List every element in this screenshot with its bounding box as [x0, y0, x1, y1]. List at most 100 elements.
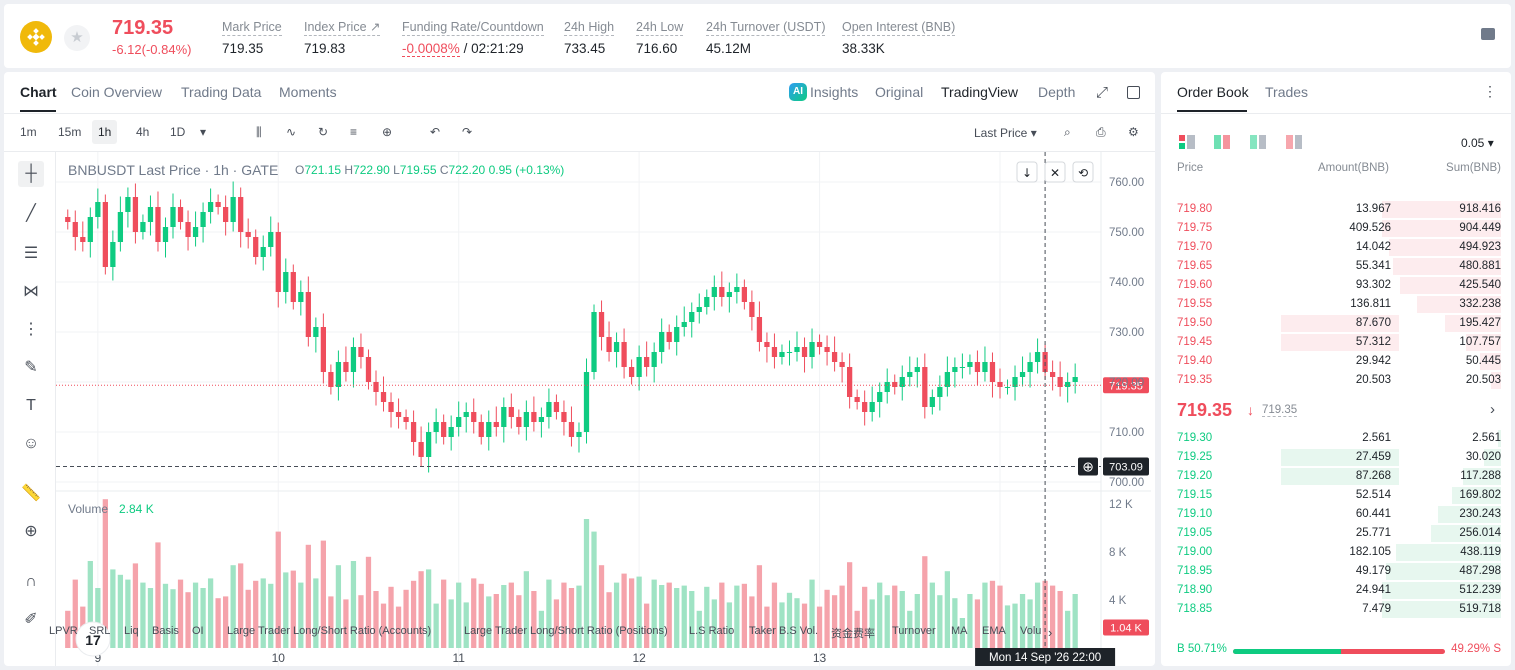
layout-asks-icon[interactable]	[1286, 135, 1302, 149]
add-alert-icon[interactable]: ⊕	[382, 125, 393, 139]
tab-tradingview[interactable]: TradingView	[941, 84, 1019, 100]
volume-bar	[185, 592, 191, 648]
fib-icon[interactable]: ⋮	[23, 321, 39, 338]
candle-body	[711, 287, 717, 297]
magnet-icon[interactable]: ∩	[25, 573, 37, 590]
scroll-right-icon[interactable]: ›	[1048, 625, 1053, 640]
order-row[interactable]: 719.50 87.670 195.427	[1161, 314, 1511, 333]
stat-index-price[interactable]: Index Price ↗ 719.83	[304, 18, 381, 56]
brush-icon[interactable]: ✎	[24, 359, 38, 376]
tab-depth[interactable]: Depth	[1038, 84, 1076, 100]
text-icon[interactable]: T	[26, 397, 36, 414]
volume-bar	[463, 602, 469, 648]
indicator-turnover[interactable]: Turnover	[892, 625, 936, 637]
indicator-taker-vol[interactable]: Taker B.S Vol.	[749, 625, 819, 637]
tab-moments[interactable]: Moments	[279, 84, 337, 100]
order-row[interactable]: 719.25 27.459 30.020	[1161, 448, 1511, 467]
tradingview-chart[interactable]: 719.35 703.09 ⊕ 760.00 750.00 740.00 730.00 720…	[56, 152, 1151, 666]
indicator-liq[interactable]: Liq	[124, 625, 139, 637]
layout-both-icon[interactable]	[1179, 135, 1195, 149]
order-row[interactable]: 719.30 2.561 2.561	[1161, 429, 1511, 448]
crosshair-icon[interactable]: ┼	[18, 161, 44, 187]
tab-trades[interactable]: Trades	[1265, 84, 1309, 100]
candle-body	[1012, 377, 1018, 387]
camera-icon[interactable]: ⎙	[1096, 125, 1106, 139]
zoom-in-icon[interactable]: ⊕	[24, 523, 38, 540]
price-source-select[interactable]: Last Price ▾	[974, 126, 1037, 140]
tab-insights[interactable]: Insights	[810, 84, 859, 100]
stat-mark-price[interactable]: Mark Price 719.35	[222, 18, 282, 56]
timeframe-4h[interactable]: 4h	[136, 125, 150, 139]
layout-split-icon[interactable]	[1214, 135, 1230, 149]
order-row[interactable]: 719.65 55.341 480.881	[1161, 257, 1511, 276]
order-row[interactable]: 718.90 24.941 512.239	[1161, 581, 1511, 600]
timeframe-dropdown-icon[interactable]: ▾	[200, 125, 207, 139]
pattern-icon[interactable]: ⋈	[23, 283, 39, 300]
order-row[interactable]: 718.85 7.479 519.718	[1161, 600, 1511, 619]
ruler-icon[interactable]: 📏	[21, 485, 41, 502]
stat-value: 719.35	[222, 41, 264, 56]
timeframe-15m[interactable]: 15m	[58, 125, 82, 139]
search-icon[interactable]: ⌕	[1064, 125, 1071, 139]
replay-icon[interactable]: ↻	[318, 125, 329, 139]
candle-body	[583, 372, 590, 432]
order-row[interactable]: 719.15 52.514 169.802	[1161, 486, 1511, 505]
tick-size-select[interactable]: 0.05 ▾	[1461, 136, 1494, 150]
indicator-oi[interactable]: OI	[192, 625, 204, 637]
candle-body	[516, 417, 522, 427]
gear-icon[interactable]: ⚙	[1128, 125, 1139, 139]
indicator-basis[interactable]: Basis	[152, 625, 179, 637]
indicators-icon[interactable]: ∿	[286, 125, 297, 139]
timeframe-1h[interactable]: 1h	[92, 120, 118, 144]
indicator-lt-accounts[interactable]: Large Trader Long/Short Ratio (Accounts)	[227, 625, 432, 637]
order-row[interactable]: 719.70 14.042 494.923	[1161, 238, 1511, 257]
order-row[interactable]: 719.05 25.771 256.014	[1161, 524, 1511, 543]
ticker-bar: ★ 719.35 -6.12(-0.84%) Mark Price 719.35…	[4, 4, 1511, 68]
trend-line-icon[interactable]: ╱	[26, 205, 36, 222]
favorite-star-icon[interactable]: ★	[64, 25, 90, 51]
tab-coin-overview[interactable]: Coin Overview	[71, 84, 163, 100]
expand-icon[interactable]: ⤢	[1096, 84, 1109, 101]
order-row[interactable]: 719.75 409.526 904.449	[1161, 219, 1511, 238]
undo-icon[interactable]: ↶	[430, 125, 441, 139]
order-row[interactable]: 718.95 49.179 487.298	[1161, 562, 1511, 581]
tab-trading-data[interactable]: Trading Data	[181, 84, 262, 100]
order-row[interactable]: 719.35 20.503 20.503	[1161, 371, 1511, 390]
order-row[interactable]: 719.40 29.942 50.445	[1161, 352, 1511, 371]
candle-type-icon[interactable]: ⫼	[256, 125, 262, 139]
indicator-lpvr[interactable]: LPVR	[49, 625, 78, 637]
tab-original[interactable]: Original	[875, 84, 924, 100]
indicator-ls-ratio[interactable]: L.S Ratio	[689, 625, 735, 637]
indicator-volume[interactable]: Volu	[1020, 625, 1042, 637]
order-row[interactable]: 719.55 136.811 332.238	[1161, 295, 1511, 314]
tab-chart[interactable]: Chart	[20, 84, 57, 100]
indicator-ma[interactable]: MA	[951, 625, 968, 637]
order-row[interactable]: 719.45 57.312 107.757	[1161, 333, 1511, 352]
order-row[interactable]: 719.10 60.441 230.243	[1161, 505, 1511, 524]
timeframe-1m[interactable]: 1m	[20, 125, 37, 139]
emoji-icon[interactable]: ☺	[22, 435, 40, 452]
order-row[interactable]: 719.80 13.967 918.416	[1161, 200, 1511, 219]
book-icon[interactable]	[1481, 28, 1495, 40]
window-icon[interactable]	[1127, 86, 1140, 99]
redo-icon[interactable]: ↷	[462, 125, 473, 139]
chart-tabs: Chart Coin Overview Trading Data Moments…	[4, 72, 1155, 114]
indicator-srl[interactable]: SRL	[89, 625, 111, 637]
order-row[interactable]: 719.00 182.105 438.119	[1161, 543, 1511, 562]
pencil-lock-icon[interactable]: ✐	[24, 611, 38, 628]
templates-icon[interactable]: ≡	[350, 125, 358, 139]
indicator-lt-positions[interactable]: Large Trader Long/Short Ratio (Positions…	[464, 625, 668, 637]
chevron-right-icon[interactable]: ›	[1490, 401, 1495, 418]
order-row[interactable]: 719.60 93.302 425.540	[1161, 276, 1511, 295]
stat-funding-rate[interactable]: Funding Rate/Countdown -0.0008% / 02:21:…	[402, 18, 544, 57]
time-axis-label: 13	[813, 651, 827, 665]
horizontal-lines-icon[interactable]: ☰	[23, 245, 39, 262]
layout-bids-icon[interactable]	[1250, 135, 1266, 149]
candle-body	[824, 347, 830, 352]
order-row[interactable]: 719.20 87.268 117.288	[1161, 467, 1511, 486]
tab-order-book[interactable]: Order Book	[1177, 84, 1249, 100]
indicator-funding[interactable]: 资金费率	[831, 628, 875, 640]
indicator-ema[interactable]: EMA	[982, 625, 1006, 637]
more-menu-icon[interactable]: ⋮	[1483, 83, 1497, 99]
timeframe-1d[interactable]: 1D	[170, 125, 186, 139]
